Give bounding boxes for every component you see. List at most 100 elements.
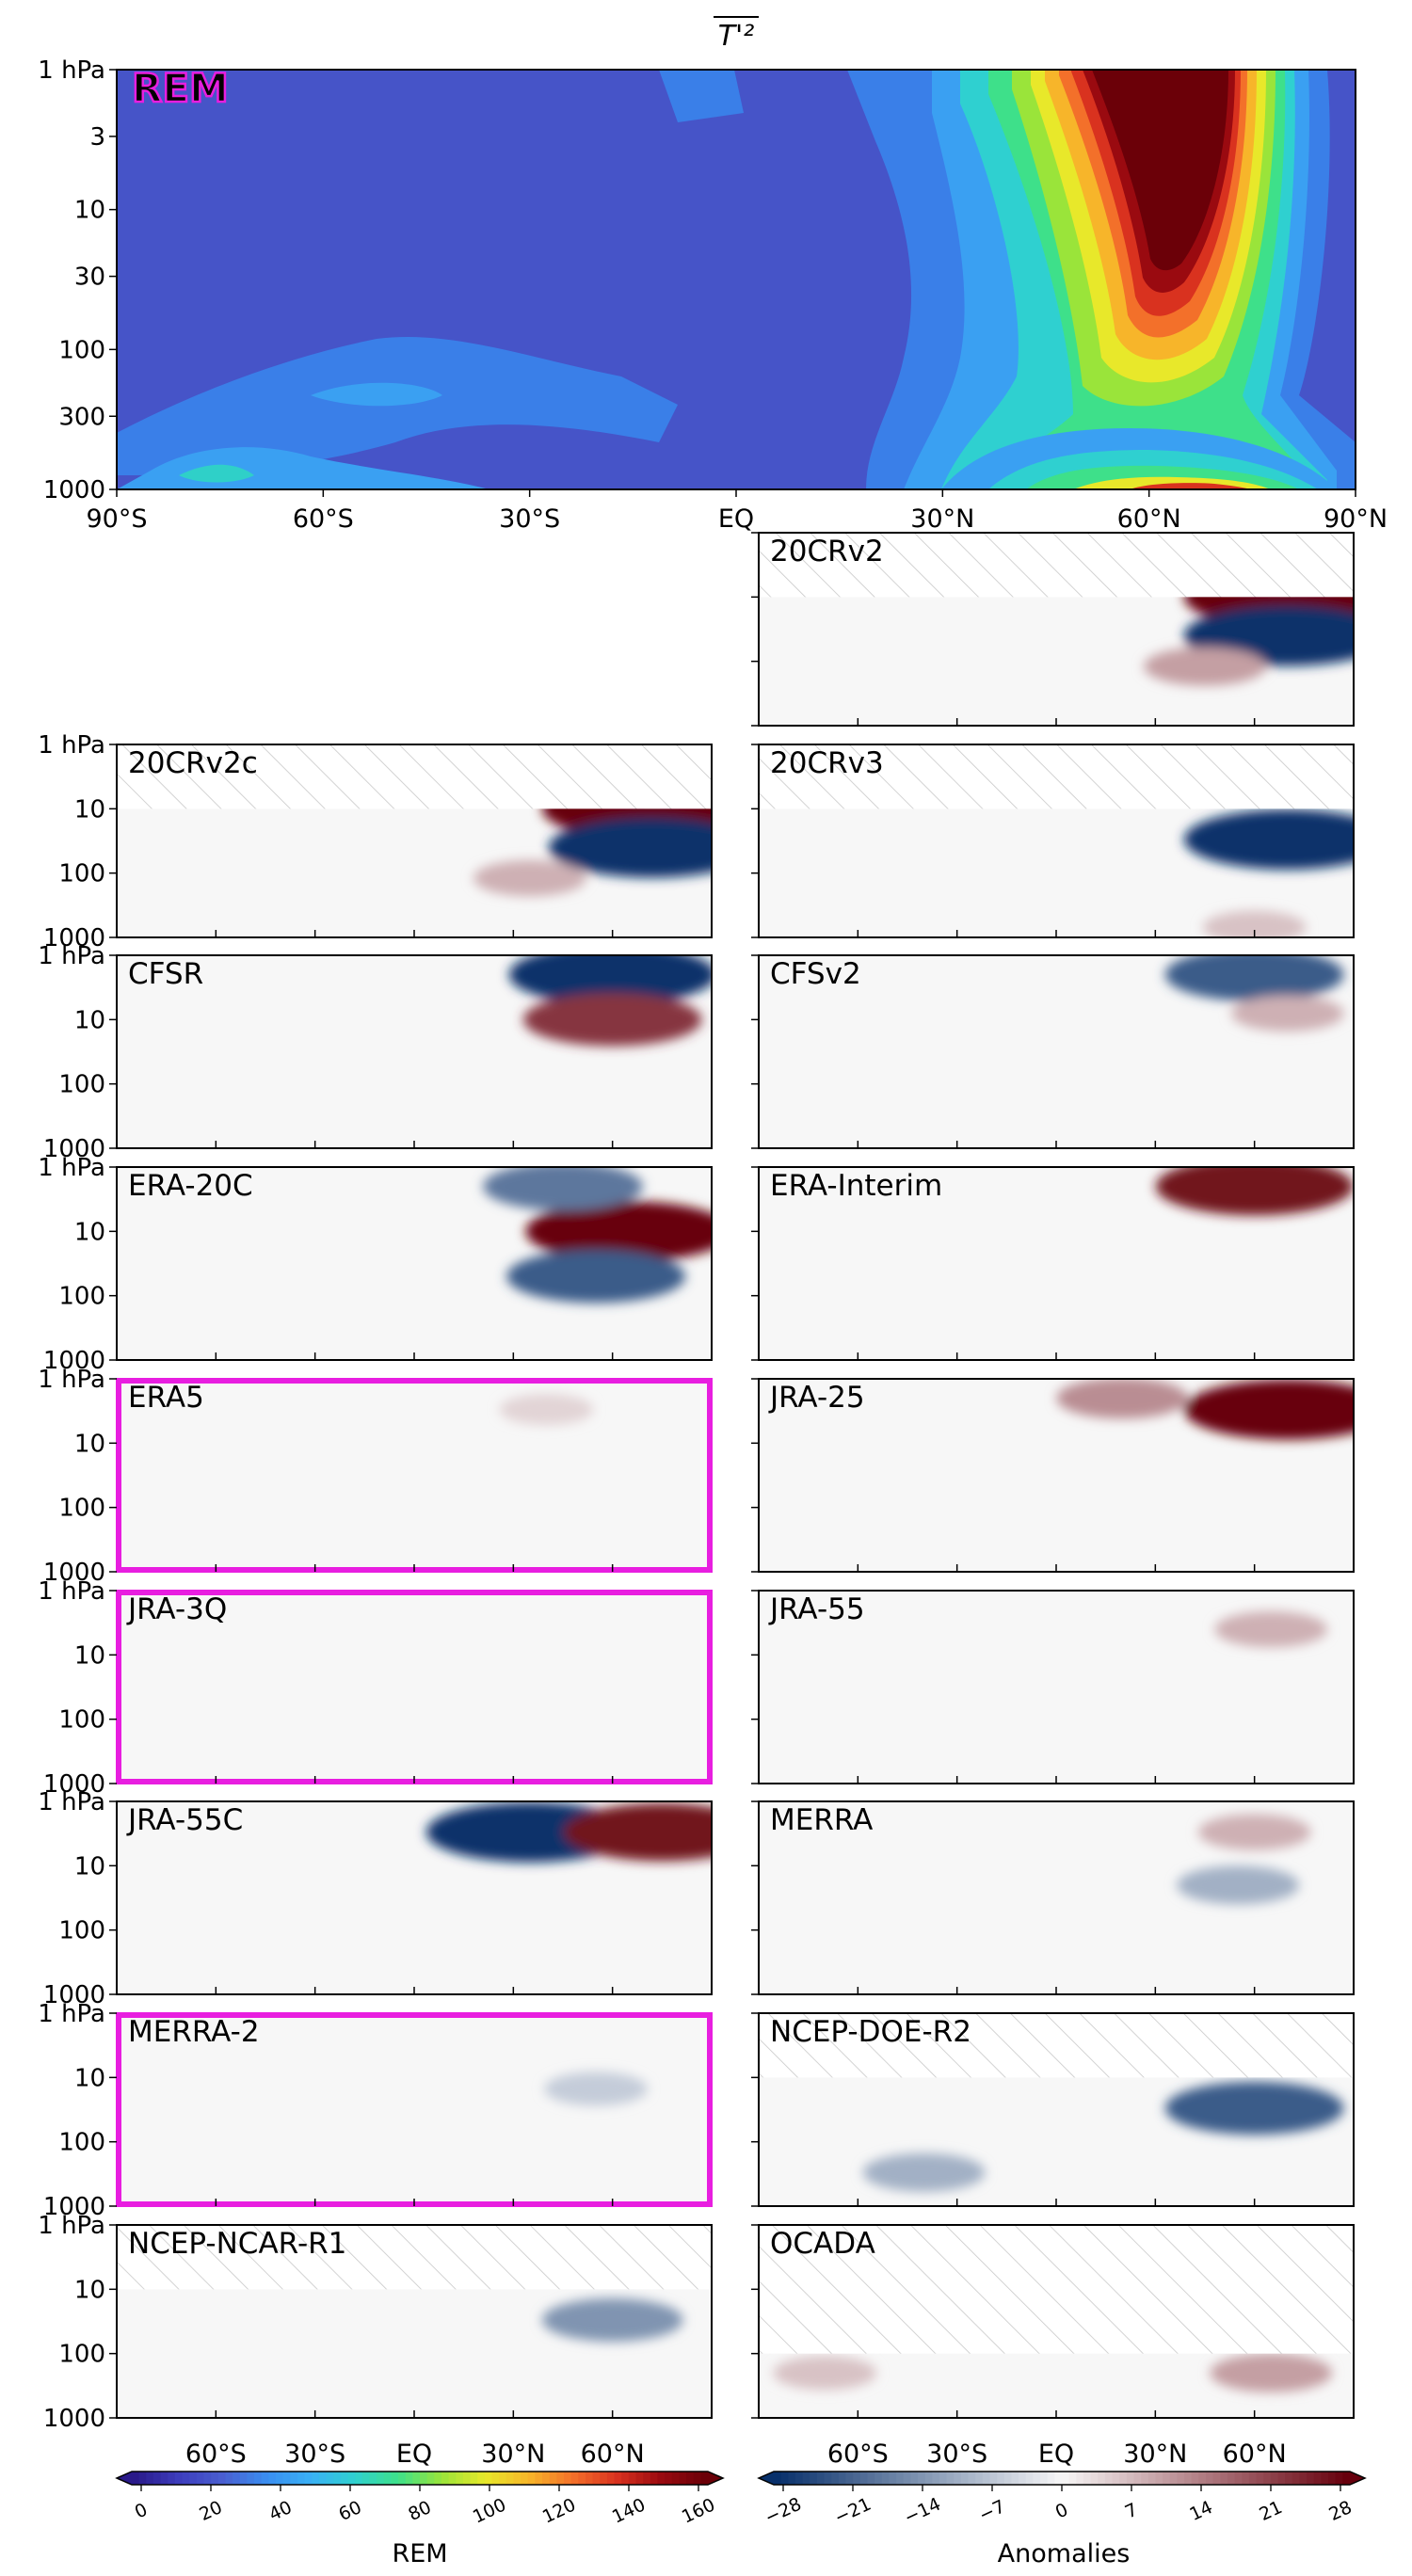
colorbar-segment — [903, 2472, 912, 2485]
colorbar-segment — [491, 2472, 500, 2485]
panel-label: ERA5 — [128, 1381, 204, 1415]
rem-y-tick-label: 30 — [74, 264, 105, 292]
panel-field — [117, 2225, 712, 2418]
colorbar-segment — [1133, 2472, 1142, 2485]
colorbar-segment — [1040, 2472, 1049, 2485]
colorbar-segment — [211, 2472, 219, 2485]
colorbar-segment — [671, 2472, 681, 2485]
rem-surface-5 — [1130, 483, 1252, 489]
anomaly-blob — [563, 1802, 712, 1862]
bottom-x-tick-label: 60°N — [581, 2440, 645, 2469]
bottom-x-tick-label: 30°N — [481, 2440, 545, 2469]
colorbar-segment — [628, 2472, 637, 2485]
bottom-x-tick-label: 30°S — [926, 2440, 987, 2469]
colorbar-segment — [982, 2472, 991, 2485]
colorbar-segment — [910, 2472, 919, 2485]
panel-y-tick-label: 1000 — [43, 1559, 105, 1587]
panel-y-tick-label: 1000 — [43, 1135, 105, 1163]
colorbar-rem-bar — [115, 2471, 725, 2486]
rem-y-tick-label: 1000 — [43, 476, 105, 504]
anomaly-blob — [525, 1201, 712, 1262]
panel-y-tick-label: 1000 — [43, 2193, 105, 2221]
colorbar-extend-low — [117, 2472, 132, 2485]
colorbar-segment — [794, 2472, 804, 2485]
colorbar-segment — [665, 2472, 673, 2485]
panel-anomalies — [1056, 1379, 1354, 1440]
colorbar-segment — [398, 2472, 407, 2485]
panel-label: NCEP-DOE-R2 — [770, 2015, 971, 2049]
colorbar-segment — [318, 2472, 328, 2485]
colorbar-tick-label: 140 — [609, 2494, 649, 2527]
rem-x-tick-label: 90°N — [1324, 504, 1388, 534]
anomaly-blob — [1202, 910, 1307, 937]
colorbar-segment — [1307, 2472, 1315, 2485]
rem-panel: REM 1 hPa 3 10 30 100 300 1000 90°S 60°S 30°S EQ 3… — [38, 56, 1388, 534]
colorbar-segment — [1011, 2472, 1019, 2485]
colorbar-anomalies-ticks: −28 −21 −14 −7 0 7 14 21 28 — [762, 2485, 1356, 2528]
colorbar-extend-low — [759, 2472, 774, 2485]
anomaly-blob — [1214, 1610, 1328, 1648]
colorbar-segment — [1335, 2472, 1344, 2485]
panel-label: JRA-55 — [768, 1592, 865, 1626]
anomaly-blob — [541, 2297, 683, 2342]
colorbar-segment — [326, 2472, 334, 2485]
colorbar-segment — [954, 2472, 962, 2485]
panel-merra: MERRA — [751, 1800, 1355, 1995]
colorbar-segment — [802, 2472, 811, 2485]
colorbar-segment — [896, 2472, 905, 2485]
colorbar-segment — [1248, 2472, 1258, 2485]
colorbar-segment — [196, 2472, 205, 2485]
panel-jra-55c: JRA-55C 1 hPa 10 100 1000 — [38, 1788, 713, 2009]
panel-y-tick-label: 1000 — [43, 1770, 105, 1799]
colorbar-segment — [881, 2472, 891, 2485]
panel-y-tick-label: 1 hPa — [38, 1577, 105, 1606]
colorbar-segment — [968, 2472, 976, 2485]
colorbar-segment — [679, 2472, 687, 2485]
colorbar-segment — [297, 2472, 306, 2485]
colorbar-segment — [960, 2472, 970, 2485]
missing-data-hatch — [759, 533, 1354, 598]
missing-data-hatch — [117, 744, 712, 809]
colorbar-segment — [889, 2472, 897, 2485]
colorbar-tick-label: 100 — [470, 2494, 509, 2527]
colorbar-segment — [1019, 2472, 1027, 2485]
colorbar-segment — [1191, 2472, 1200, 2485]
colorbar-segment — [152, 2472, 162, 2485]
colorbar-rem-label: REM — [392, 2539, 447, 2568]
panel-label: JRA-25 — [768, 1381, 865, 1415]
colorbar-segment — [225, 2472, 233, 2485]
bottom-x-tick-label: 30°N — [1123, 2440, 1187, 2469]
colorbar-segment — [918, 2472, 926, 2485]
colorbar-segment — [621, 2472, 630, 2485]
panel-label: ERA-20C — [128, 1169, 253, 1203]
panel-y-tick-label: 10 — [74, 1641, 105, 1670]
colorbar-segment — [1263, 2472, 1272, 2485]
panel-anomalies — [499, 1394, 594, 1426]
colorbar-anomalies: −28 −21 −14 −7 0 7 14 21 28 Anomalies — [757, 2471, 1367, 2568]
colorbar-tick-label: 20 — [196, 2497, 225, 2525]
colorbar-segment — [203, 2472, 212, 2485]
rem-heatmap — [117, 70, 1356, 489]
panel-cfsv2: CFSv2 — [751, 954, 1355, 1149]
panel-y-tick-label: 1 hPa — [38, 942, 105, 970]
rem-y-tick-label: 10 — [74, 197, 105, 225]
colorbar-segment — [932, 2472, 940, 2485]
anomaly-panels: 20CRv2 20CRv2c 1 hPa 10 100 1000 20CRv3 CFSR 1 h… — [38, 532, 1355, 2433]
panel-anomalies — [508, 955, 712, 1047]
colorbar-segment — [282, 2472, 292, 2485]
colorbar-segment — [686, 2472, 695, 2485]
rem-x-tick-label: 90°S — [87, 504, 148, 534]
colorbar-segment — [239, 2472, 249, 2485]
colorbar-segment — [606, 2472, 616, 2485]
rem-band-mid — [311, 382, 442, 407]
colorbar-segment — [838, 2472, 847, 2485]
colorbar-segment — [168, 2472, 176, 2485]
panel-anomalies — [862, 2081, 1344, 2192]
panel-anomalies — [1214, 1610, 1328, 1648]
colorbar-segment — [1277, 2472, 1286, 2485]
colorbar-extend-high — [708, 2472, 723, 2485]
colorbar-tick-label: 7 — [1122, 2499, 1141, 2522]
colorbar-segment — [853, 2472, 861, 2485]
colorbar-segment — [1328, 2472, 1337, 2485]
colorbar-segment — [859, 2472, 869, 2485]
